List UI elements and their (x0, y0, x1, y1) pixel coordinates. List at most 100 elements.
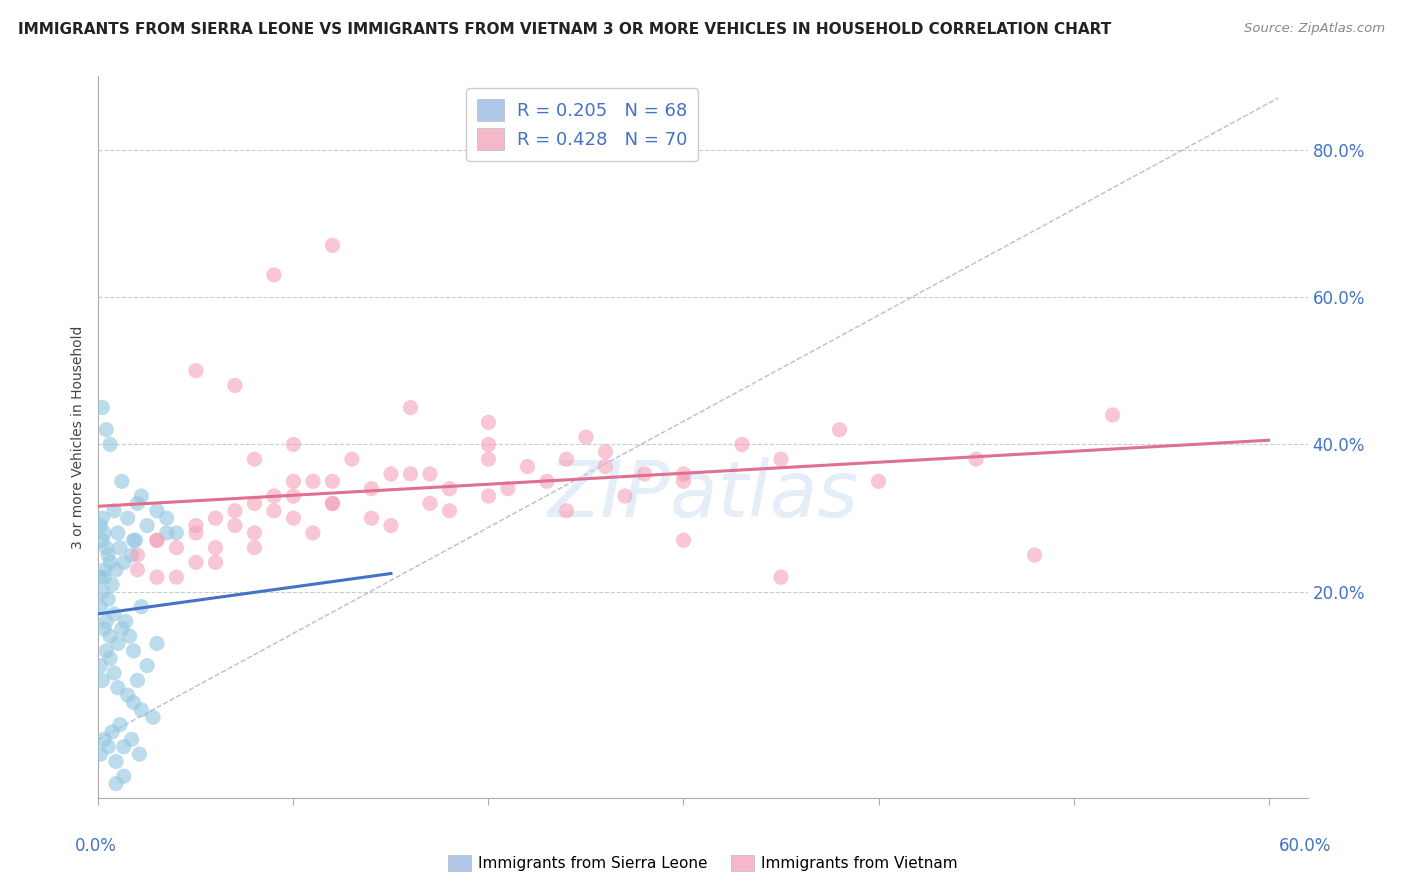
Point (112, 739, 135, 754)
Point (96, 423, 118, 437)
Point (614, 489, 637, 503)
Point (283, 475, 305, 489)
Point (91, 673, 114, 688)
Point (104, 755, 127, 769)
Point (575, 430, 598, 444)
Point (340, 452, 363, 467)
Point (104, 563, 127, 577)
Point (107, 681, 129, 695)
Point (595, 445, 617, 459)
Point (117, 511, 139, 525)
Point (114, 615, 136, 629)
Point (127, 673, 149, 688)
Point (103, 504, 125, 518)
Point (91, 511, 114, 525)
Point (96, 644, 118, 658)
Point (965, 452, 987, 467)
Point (89, 747, 111, 761)
Point (128, 747, 150, 761)
Point (439, 482, 461, 496)
Point (419, 467, 441, 481)
Point (321, 496, 343, 510)
Point (146, 533, 169, 548)
Point (107, 525, 129, 540)
Point (399, 467, 422, 481)
Point (112, 556, 135, 570)
Point (127, 563, 149, 577)
Point (111, 622, 134, 636)
Point (633, 467, 655, 481)
Point (97, 548, 120, 562)
Point (131, 489, 153, 503)
Point (243, 452, 266, 467)
Point (103, 665, 125, 680)
Point (769, 570, 792, 584)
Point (321, 238, 343, 252)
Point (536, 475, 558, 489)
Point (555, 452, 578, 467)
Point (283, 437, 305, 451)
Point (477, 489, 499, 503)
Point (93, 732, 115, 747)
Point (142, 710, 165, 724)
Point (98, 556, 121, 570)
Legend: Immigrants from Sierra Leone, Immigrants from Vietnam: Immigrants from Sierra Leone, Immigrants… (441, 849, 965, 877)
Point (321, 496, 343, 510)
Point (360, 482, 382, 496)
Point (121, 732, 143, 747)
Point (165, 541, 187, 555)
Point (127, 496, 149, 510)
Point (224, 518, 246, 533)
Point (868, 475, 890, 489)
Point (1024, 548, 1046, 562)
Point (93, 563, 115, 577)
Point (477, 452, 499, 467)
Point (496, 482, 519, 496)
Point (136, 658, 159, 673)
Point (380, 518, 402, 533)
Point (127, 548, 149, 562)
Point (302, 475, 325, 489)
Point (302, 525, 325, 540)
Point (146, 533, 169, 548)
Legend: R = 0.205   N = 68, R = 0.428   N = 70: R = 0.205 N = 68, R = 0.428 N = 70 (467, 88, 697, 161)
Point (263, 268, 285, 282)
Point (93, 622, 115, 636)
Point (122, 696, 145, 710)
Point (131, 703, 153, 717)
Point (112, 769, 135, 783)
Point (108, 541, 131, 555)
Point (224, 504, 246, 518)
Point (672, 475, 695, 489)
Point (477, 437, 499, 451)
Point (184, 364, 207, 378)
Point (399, 401, 422, 415)
Point (243, 541, 266, 555)
Point (131, 599, 153, 614)
Point (93, 570, 115, 584)
Point (103, 607, 125, 621)
Point (89, 518, 111, 533)
Point (321, 475, 343, 489)
Point (93, 525, 115, 540)
Point (477, 415, 499, 429)
Point (146, 570, 169, 584)
Point (360, 511, 382, 525)
Point (204, 541, 226, 555)
Point (731, 437, 754, 451)
Point (146, 636, 169, 650)
Point (283, 511, 305, 525)
Point (243, 496, 266, 510)
Point (96, 615, 118, 629)
Point (121, 548, 143, 562)
Point (101, 725, 124, 739)
Point (98, 651, 121, 665)
Point (263, 489, 285, 503)
Point (97, 739, 120, 754)
Point (165, 570, 187, 584)
Point (1101, 408, 1123, 422)
Point (184, 525, 207, 540)
Point (107, 636, 129, 650)
Point (104, 776, 127, 790)
Point (156, 511, 179, 525)
